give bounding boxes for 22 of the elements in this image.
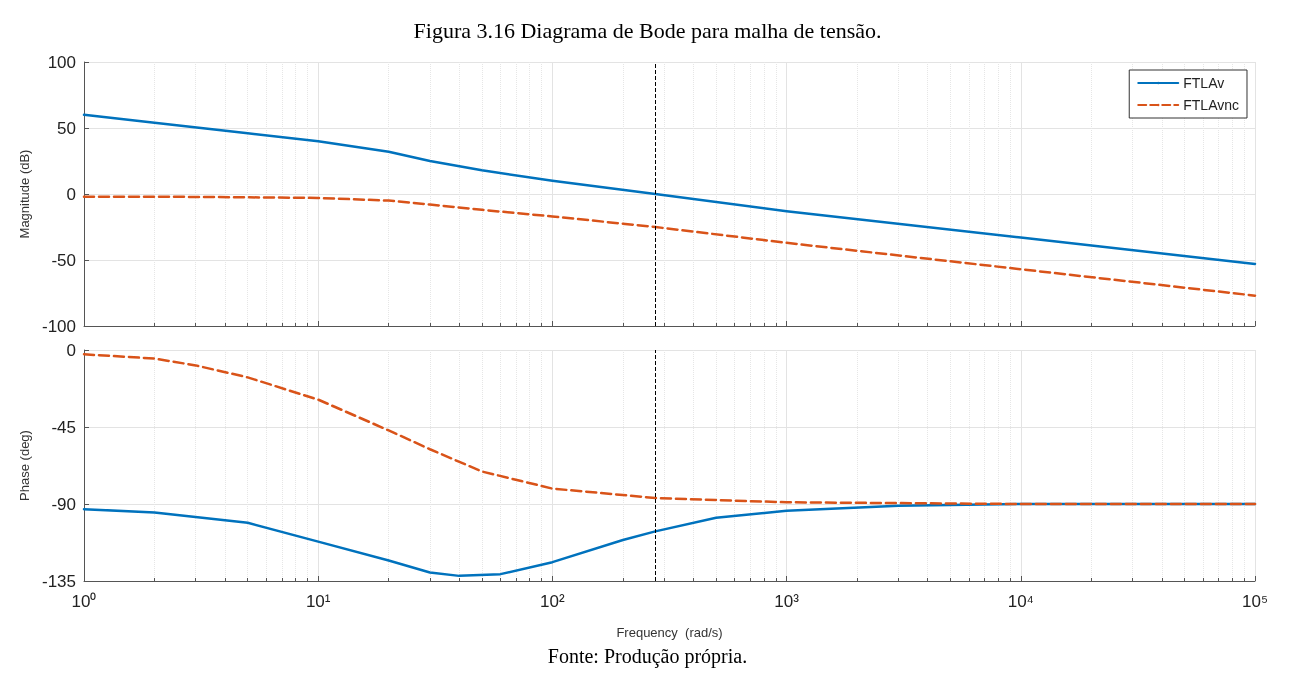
y-tick-label: 0 (66, 184, 76, 204)
y-tick-label: -135 (41, 571, 76, 591)
x-tick-label: 10³ (774, 592, 800, 611)
y-tick-label: -100 (41, 316, 76, 336)
y-tick-label: 100 (47, 52, 76, 72)
x-axis-title: Frequency (rad/s) (616, 625, 723, 640)
chart-title: Figura 3.16 Diagrama de Bode para malha de tensão. (413, 17, 882, 43)
y-tick-label: -50 (51, 250, 76, 270)
legend-label: FTLAv (1183, 75, 1225, 91)
x-tick-label: 10⁴ (1007, 592, 1034, 611)
y-tick-label: -45 (51, 417, 76, 437)
source-note: Fonte: Produção própria. (547, 645, 748, 668)
legend-label: FTLAvnc (1183, 97, 1239, 113)
y-tick-label: -90 (51, 494, 76, 514)
y-tick-label: 0 (66, 340, 76, 360)
x-tick-label: 10⁰ (71, 592, 97, 611)
y-axis-title: Phase (deg) (17, 430, 33, 501)
y-tick-label: 50 (57, 118, 76, 138)
y-axis-title: Magnitude (dB) (17, 149, 33, 239)
x-tick-label: 10² (540, 592, 566, 611)
x-tick-label: 10¹ (305, 592, 331, 611)
x-tick-label: 10⁵ (1242, 592, 1268, 611)
